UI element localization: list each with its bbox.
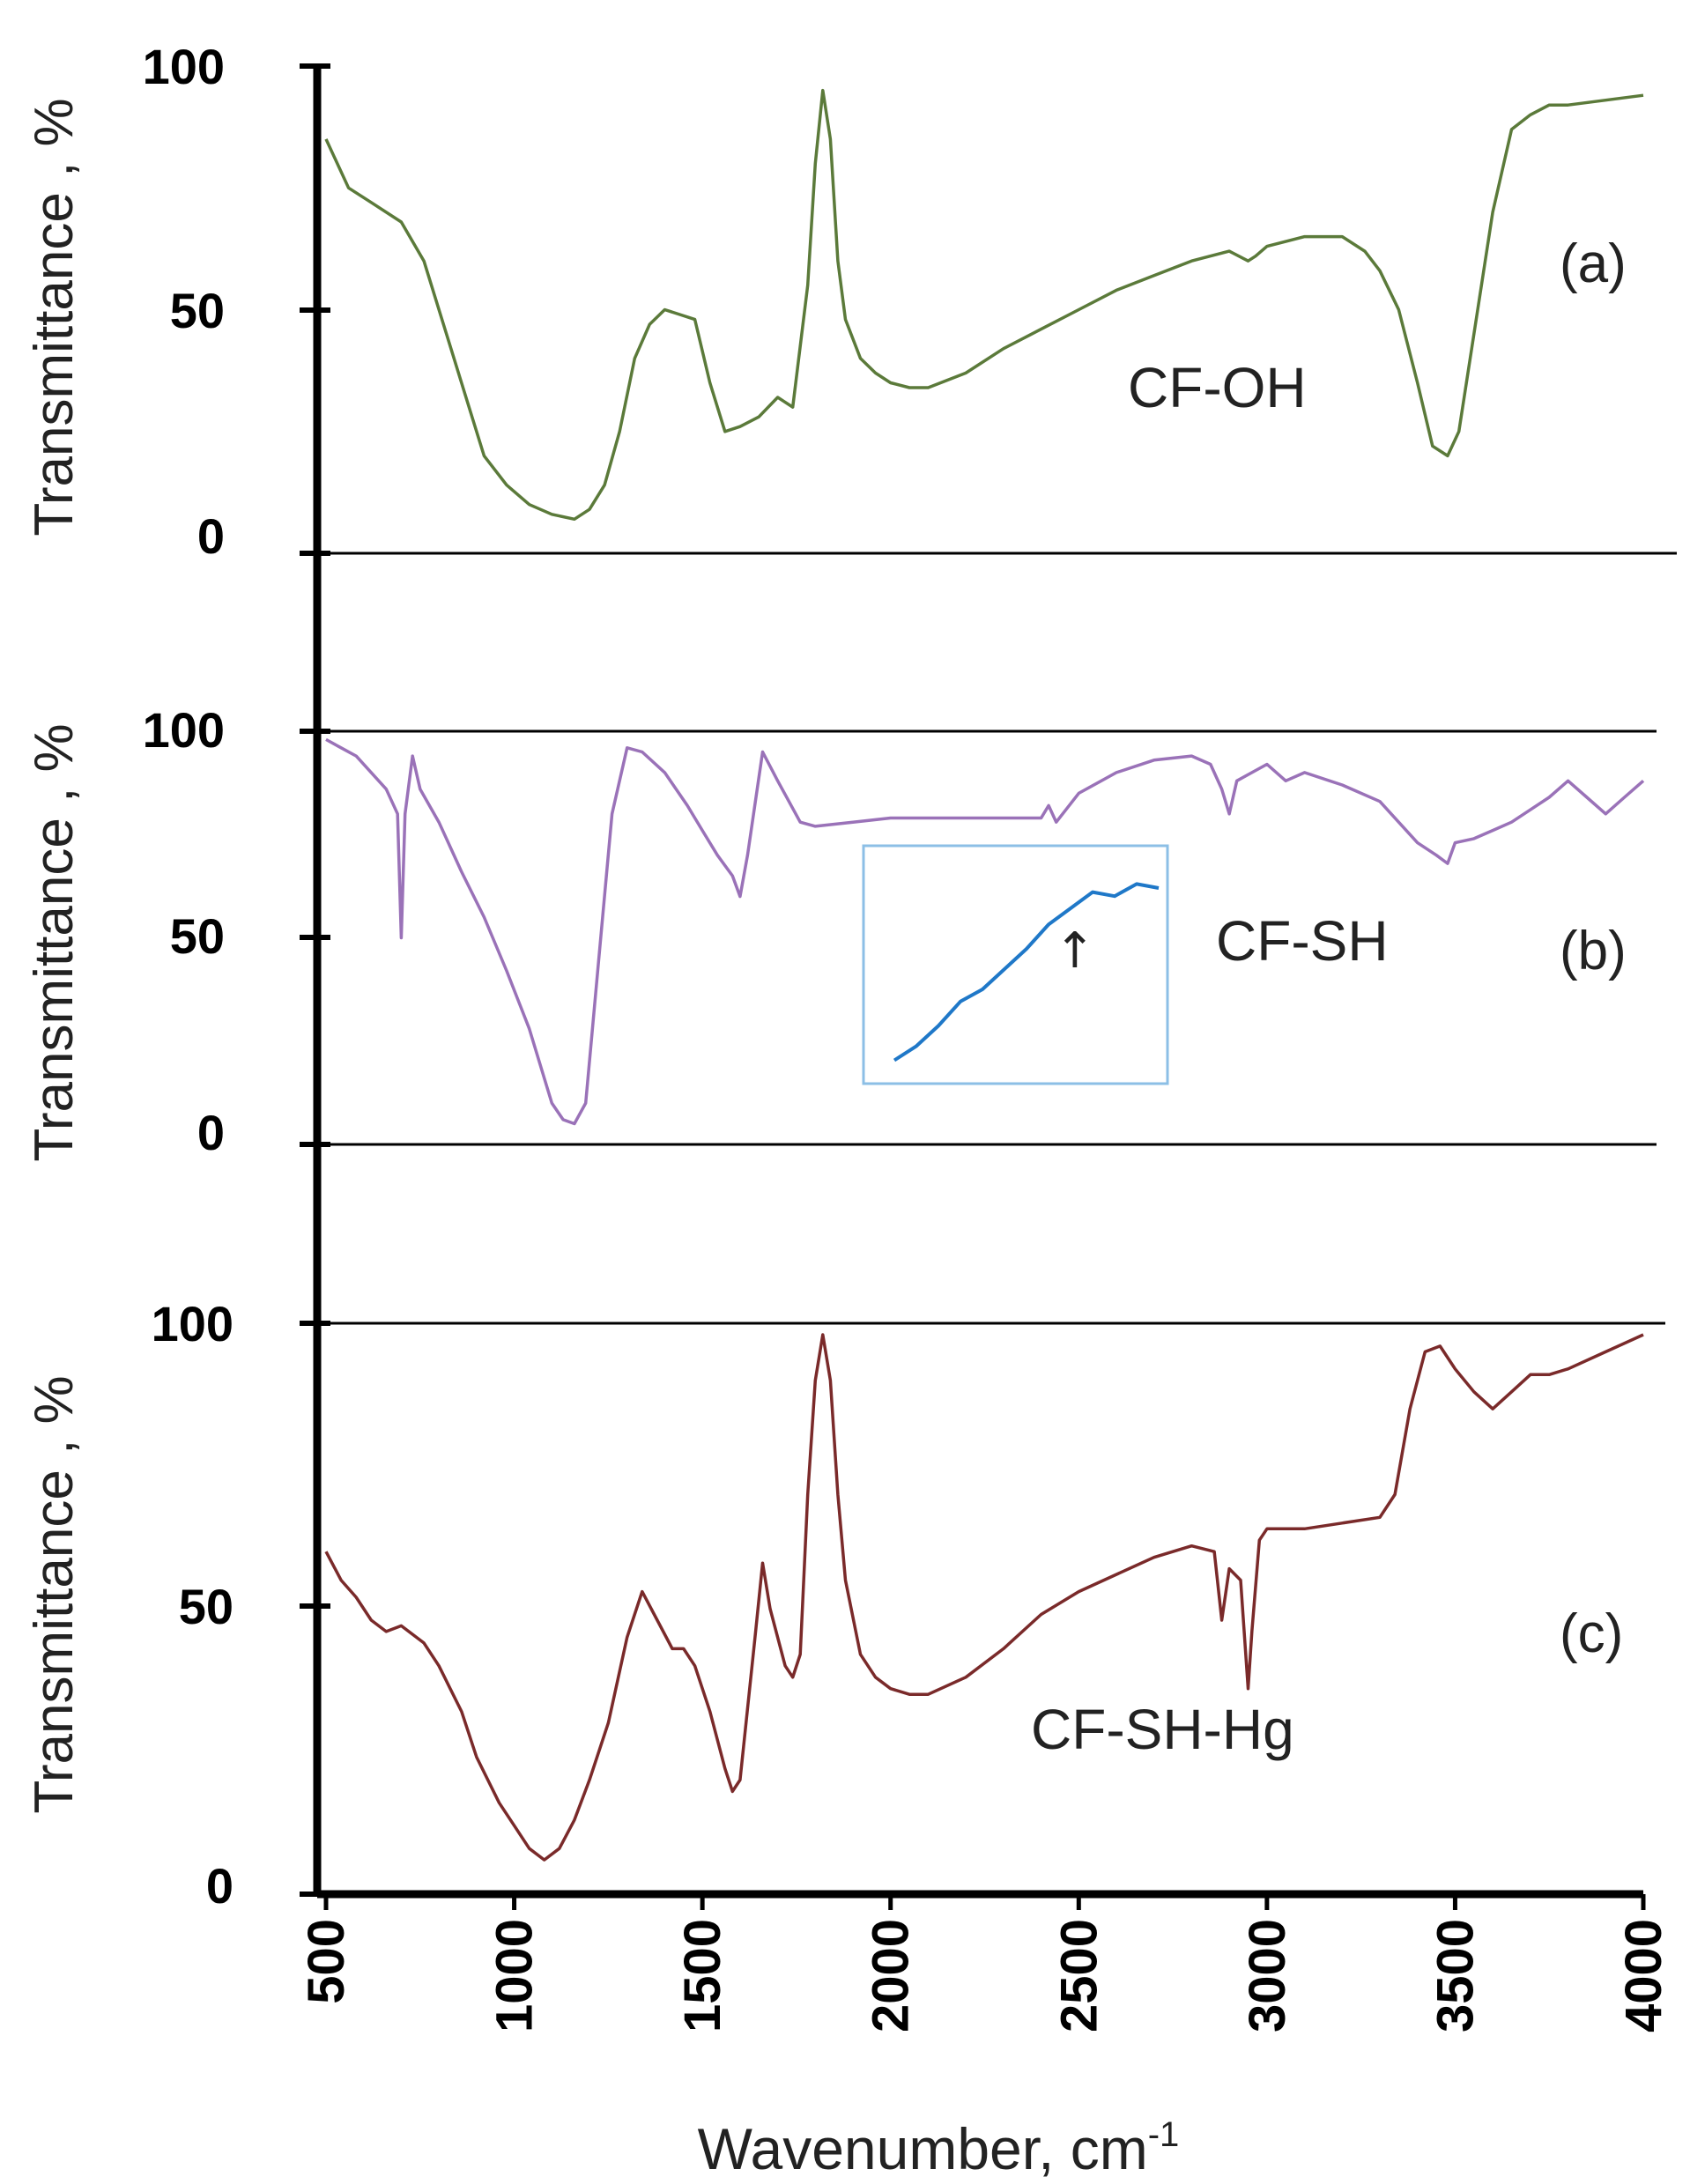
panel-a-y-axis-title: Transmittance , % [24, 98, 85, 536]
panel-b-inset: ↑ [862, 844, 1169, 1085]
x-tick-label-500: 500 [298, 1919, 355, 2004]
panel-c-ytick-0: 0 [206, 1858, 233, 1914]
panel-c-sample-label: CF-SH-Hg [1031, 1698, 1294, 1761]
panel-a-label: (a) [1560, 233, 1627, 294]
inset-arrow-icon: ↑ [1055, 922, 1096, 980]
x-tick-label-2000: 2000 [863, 1919, 920, 2032]
panel-b-spectrum-line [325, 737, 1645, 1126]
panel-b-ytick-0: 0 [197, 1105, 225, 1160]
x-axis-title: Wavenumber, cm-1 [698, 2115, 1180, 2181]
panel-a-ytick-50: 50 [170, 283, 225, 338]
panel-c-label: (c) [1560, 1603, 1623, 1664]
inset-line [893, 882, 1160, 1062]
panel-a-ytick-0: 0 [197, 508, 225, 564]
panel-a-ytick-100: 100 [143, 39, 225, 94]
inset-frame [862, 844, 1169, 1085]
panel-b-sample-label: CF-SH [1216, 909, 1389, 973]
panel-b-ytick-50: 50 [170, 908, 225, 964]
x-tick-label-1000: 1000 [486, 1919, 544, 2032]
x-tick-label-4000: 4000 [1615, 1919, 1672, 2032]
panel-c: 100 50 0 Transmittance , % (c) CF-SH-Hg [24, 1296, 1665, 1914]
panel-c-ytick-100: 100 [152, 1296, 233, 1351]
panel-c-y-axis-title: Transmittance , % [24, 1375, 85, 1813]
panel-b: 100 50 0 Transmittance , % (b) CF-SH ↑ [24, 702, 1657, 1162]
x-axis-ticks: 500 1000 1500 2000 2500 3000 3500 4000 [298, 1894, 1672, 2032]
x-tick-label-1500: 1500 [674, 1919, 731, 2032]
x-axis-title-sup: -1 [1148, 2115, 1180, 2154]
panel-b-y-axis-title: Transmittance , % [24, 723, 85, 1161]
panel-c-ytick-50: 50 [179, 1579, 233, 1634]
panel-a: 100 50 0 Transmittance , % (a) CF-OH [24, 39, 1677, 564]
panel-b-ytick-100: 100 [143, 702, 225, 758]
panel-b-label: (b) [1560, 921, 1627, 981]
x-axis-title-text: Wavenumber, cm [698, 2116, 1148, 2181]
panel-a-spectrum-line [324, 88, 1644, 522]
panel-a-sample-label: CF-OH [1128, 356, 1307, 419]
panel-c-spectrum-line [324, 1333, 1644, 1862]
x-tick-label-2500: 2500 [1050, 1919, 1108, 2032]
x-tick-label-3000: 3000 [1239, 1919, 1296, 2032]
x-tick-label-3500: 3500 [1427, 1919, 1484, 2032]
